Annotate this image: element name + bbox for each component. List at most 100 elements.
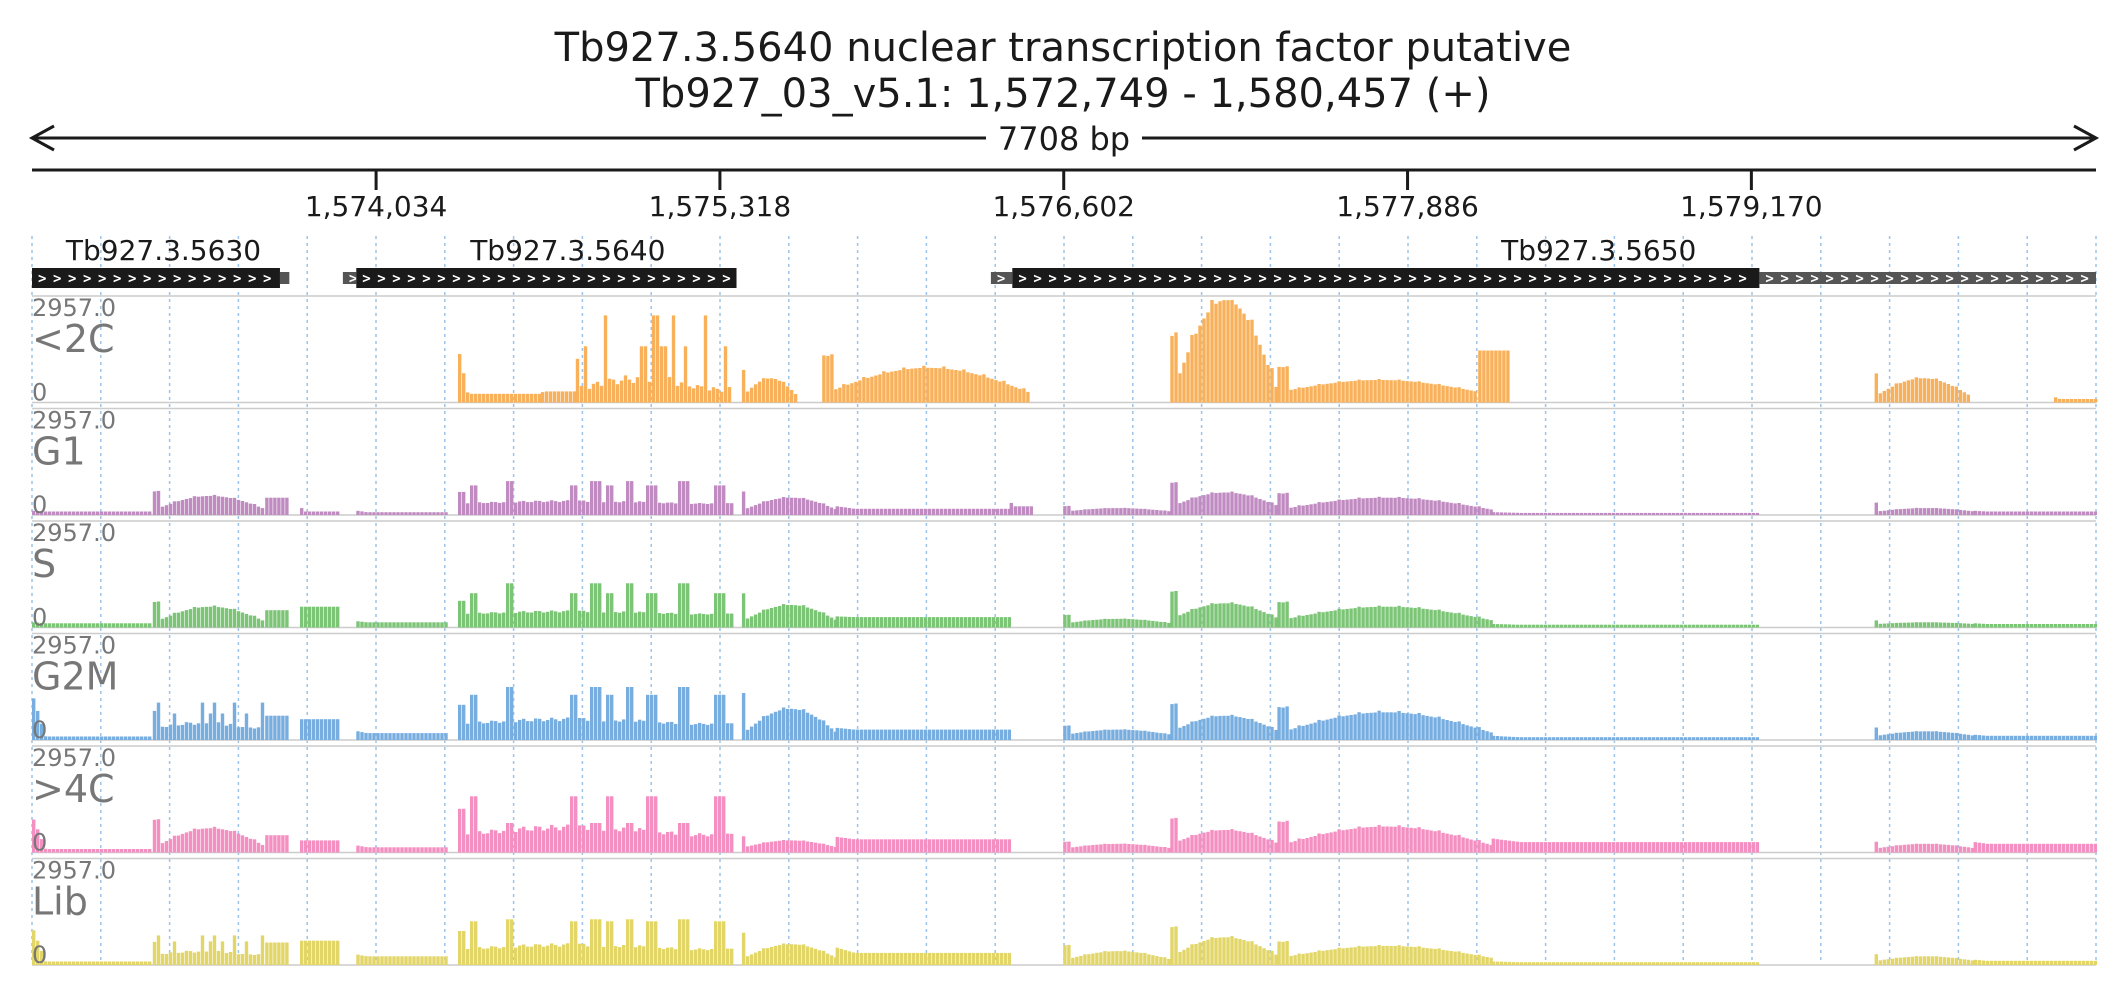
- gene-Tb927.3.5640[interactable]: > > > > > > > > > > > > > > > > > > > > > > > > > >Tb927.3.5640: [342, 234, 737, 288]
- coverage-bar: [1337, 947, 1341, 965]
- strand-chevron-icon: >: [1558, 271, 1566, 287]
- coverage-bar: [1942, 844, 1946, 853]
- coverage-bar: [514, 832, 518, 853]
- coverage-bar: [436, 622, 440, 628]
- coverage-bar: [654, 921, 658, 965]
- strand-chevron-icon: >: [1900, 271, 1908, 287]
- coverage-bar: [1198, 833, 1202, 853]
- coverage-bar: [408, 622, 412, 628]
- coverage-bar: [874, 375, 878, 403]
- coverage-bar: [1029, 506, 1033, 515]
- coverage-bar: [1567, 962, 1571, 965]
- coverage-bar: [224, 830, 229, 853]
- track-max-label: 2957.0: [32, 407, 116, 435]
- coverage-bar: [906, 369, 910, 403]
- coverage-bar: [1751, 624, 1755, 628]
- coverage-bar: [1377, 710, 1381, 740]
- coverage-bar: [320, 840, 324, 853]
- coverage-bar: [1317, 719, 1321, 740]
- coverage-bar: [1167, 511, 1171, 515]
- coverage-bar: [1651, 962, 1655, 965]
- coverage-bar: [574, 485, 578, 515]
- coverage-bar: [2057, 843, 2061, 853]
- coverage-bar: [404, 847, 408, 853]
- coverage-bar: [502, 393, 506, 403]
- gene-utr: [1759, 272, 2096, 284]
- coverage-bar: [2058, 398, 2062, 403]
- coverage-bar: [698, 503, 702, 515]
- gene-Tb927.3.5630[interactable]: > > > > > > > > > > > > > > > >Tb927.3.5630: [32, 234, 290, 288]
- coverage-bar: [1361, 827, 1365, 853]
- coverage-bar: [1281, 493, 1285, 515]
- coverage-bar: [666, 947, 670, 965]
- coverage-bar: [809, 842, 814, 853]
- coverage-bar: [1942, 957, 1946, 965]
- coverage-bar: [281, 610, 285, 628]
- coverage-bar: [1194, 944, 1198, 965]
- coverage-bar: [1115, 618, 1119, 628]
- coverage-bar: [715, 388, 720, 403]
- coverage-bar: [1317, 502, 1321, 515]
- coverage-bar: [404, 512, 408, 515]
- coverage-bar: [316, 940, 320, 965]
- coverage-bar: [156, 601, 161, 628]
- coverage-bar: [907, 617, 911, 628]
- coverage-bar: [1457, 387, 1461, 403]
- coverage-bar: [1671, 842, 1675, 853]
- coverage-bar: [1703, 962, 1707, 965]
- coverage-bar: [180, 833, 185, 853]
- coverage-bar: [982, 374, 986, 403]
- coverage-bar: [1025, 506, 1029, 515]
- coverage-bar: [777, 606, 782, 628]
- coverage-bar: [506, 687, 510, 740]
- coverage-bar: [1107, 508, 1111, 515]
- coverage-bar: [518, 828, 522, 853]
- coverage-bar: [2049, 624, 2053, 628]
- coverage-bar: [92, 623, 96, 628]
- coverage-bar: [1938, 731, 1942, 740]
- coverage-bar: [1675, 842, 1679, 853]
- strand-chevron-icon: >: [2065, 271, 2073, 287]
- coverage-bar: [116, 623, 120, 628]
- coverage-bar: [1631, 624, 1635, 628]
- coverage-bar: [1190, 835, 1194, 853]
- gene-Tb927.3.5650[interactable]: > > > > > > > > > > > > > > > > > > > > > > > > > > > > > > > > > > > > > > > >…: [990, 234, 2096, 288]
- coverage-bar: [380, 956, 384, 965]
- coverage-bar: [408, 512, 412, 515]
- coverage-bar: [1906, 380, 1910, 403]
- coverage-bar: [638, 945, 642, 965]
- coverage-bar: [1167, 622, 1171, 628]
- coverage-bar: [2049, 960, 2053, 965]
- coverage-bar: [304, 940, 308, 965]
- coverage-bar: [2025, 624, 2029, 628]
- coverage-bar: [184, 610, 189, 628]
- gene-track[interactable]: > > > > > > > > > > > > > > > >Tb927.3.5630> > > > > > > > > > > >…: [32, 234, 2096, 288]
- coverage-bar: [610, 796, 614, 853]
- coverage-bar: [1119, 618, 1123, 628]
- coverage-bar: [714, 694, 718, 740]
- coverage-bar: [160, 506, 165, 515]
- coverage-bar: [1151, 955, 1155, 965]
- coverage-bar: [765, 715, 770, 740]
- coverage-bar: [1950, 957, 1954, 965]
- coverage-bar: [1461, 724, 1465, 740]
- coverage-bar: [987, 508, 991, 515]
- coverage-bar: [694, 724, 698, 740]
- coverage-bar: [1095, 952, 1099, 965]
- coverage-bar: [722, 485, 726, 515]
- coverage-bar: [368, 622, 372, 628]
- coverage-bar: [100, 736, 104, 740]
- coverage-bar: [308, 511, 312, 515]
- coverage-bar: [332, 940, 336, 965]
- coverage-bar: [1075, 733, 1079, 740]
- coverage-bar: [164, 727, 169, 740]
- coverage-bar: [1506, 350, 1510, 403]
- coverage-bar: [1214, 830, 1218, 853]
- coverage-bar: [1143, 730, 1147, 740]
- coverage-bar: [797, 840, 802, 853]
- coverage-bar: [1575, 624, 1579, 628]
- coverage-bar: [1186, 947, 1190, 965]
- coverage-bar: [2025, 960, 2029, 965]
- coverage-bar: [1890, 733, 1894, 740]
- coverage-bar: [164, 841, 169, 853]
